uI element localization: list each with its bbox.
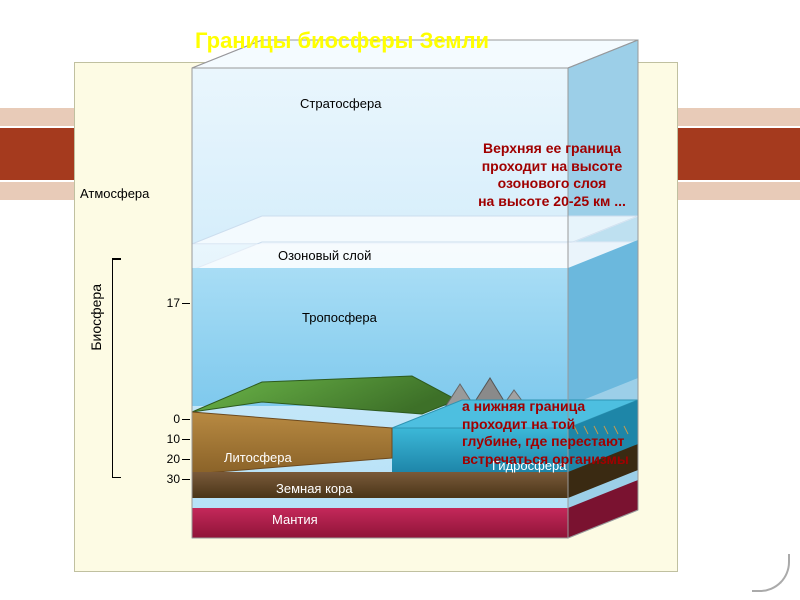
biosphere-bracket (112, 258, 113, 478)
page-title: Границы биосферы Земли (195, 28, 489, 54)
atmosphere-label: Атмосфера (80, 186, 149, 201)
biosphere-cube (0, 0, 800, 600)
upper-boundary-caption: Верхняя ее границапроходит на высотеозон… (452, 140, 652, 210)
lower-boundary-caption: а нижняя границапроходит на тойглубине, … (462, 398, 672, 468)
label-mantle: Мантия (272, 512, 318, 527)
tick-10: 10 (152, 432, 180, 446)
tick-30: 30 (152, 472, 180, 486)
label-troposphere: Тропосфера (302, 310, 377, 325)
tick-0: 0 (152, 412, 180, 426)
tick-20: 20 (152, 452, 180, 466)
label-crust: Земная кора (276, 481, 353, 496)
tick-17: 17 (152, 296, 180, 310)
label-lithosphere: Литосфера (224, 450, 292, 465)
label-ozone: Озоновый слой (278, 248, 371, 263)
biosphere-label: Биосфера (88, 284, 104, 351)
label-stratosphere: Стратосфера (300, 96, 381, 111)
